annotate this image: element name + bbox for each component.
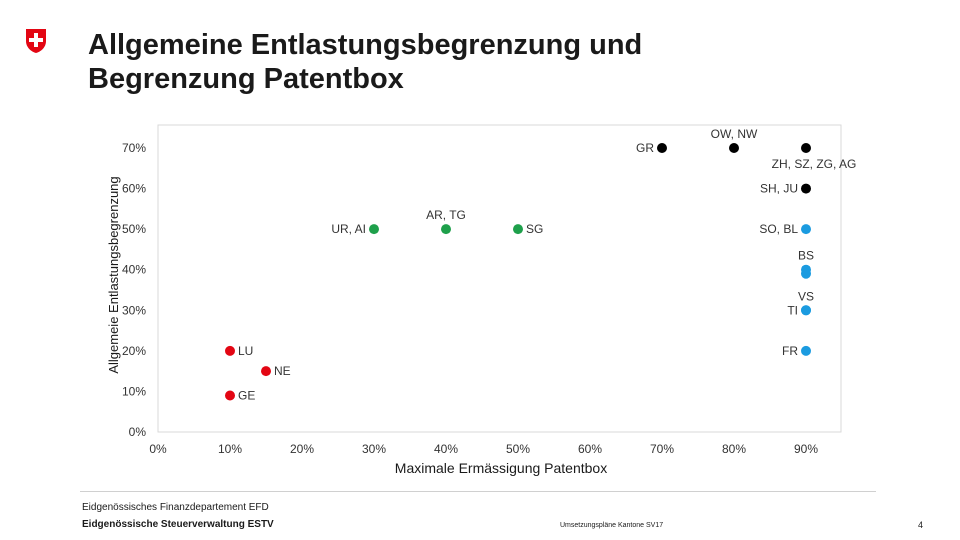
x-tick-label: 80% — [722, 442, 746, 456]
data-point — [225, 345, 235, 356]
y-tick-label: 40% — [122, 263, 146, 277]
y-tick-label: 50% — [122, 222, 146, 236]
data-point-label: ZH, SZ, ZG, AG — [772, 157, 857, 171]
x-tick-label: 0% — [149, 442, 167, 456]
x-tick-label: 30% — [362, 442, 386, 456]
x-tick-label: 20% — [290, 442, 314, 456]
data-point — [657, 143, 667, 153]
data-point — [801, 268, 811, 279]
data-point — [801, 345, 811, 356]
data-point-label: VS — [798, 289, 814, 303]
page-number: 4 — [918, 520, 924, 530]
y-axis: 0% 10% 20% 30% 40% 50% 60% 70% — [122, 141, 146, 439]
x-tick-label: 50% — [506, 442, 530, 456]
y-tick-label: 20% — [122, 344, 146, 358]
data-point — [801, 143, 811, 153]
x-tick-label: 40% — [434, 442, 458, 456]
page-title-line-1: Allgemeine Entlastungsbegrenzung und — [88, 29, 643, 61]
data-point — [441, 224, 451, 235]
y-tick-label: 0% — [129, 425, 147, 439]
data-point-label: AR, TG — [426, 208, 466, 222]
page-title: Allgemeine Entlastungsbegrenzung und Beg… — [88, 28, 788, 96]
data-point-label: GR — [636, 141, 654, 155]
data-point-label: TI — [787, 303, 798, 317]
data-point — [801, 183, 811, 194]
data-point-label: BS — [798, 249, 814, 263]
y-tick-label: 60% — [122, 182, 146, 196]
data-point-label: FR — [782, 344, 798, 358]
data-point — [369, 224, 379, 235]
data-point — [801, 305, 811, 316]
data-point-label: NE — [274, 364, 291, 378]
data-point — [225, 390, 235, 401]
footer-department: Eidgenössisches Finanzdepartement EFD — [82, 502, 269, 513]
data-point — [729, 143, 739, 153]
x-tick-label: 10% — [218, 442, 242, 456]
data-point-label: OW, NW — [711, 127, 758, 141]
x-axis-label: Maximale Ermässigung Patentbox — [395, 460, 607, 476]
data-point-label: SG — [526, 222, 543, 236]
y-tick-label: 10% — [122, 384, 146, 398]
page-title-line-2: Begrenzung Patentbox — [88, 63, 404, 95]
data-point-label: SH, JU — [760, 182, 798, 196]
x-axis: 0% 10% 20% 30% 40% 50% 60% 70% 80% 90% — [149, 442, 818, 456]
x-tick-label: 90% — [794, 442, 818, 456]
swiss-cross-icon — [26, 29, 46, 53]
x-tick-label: 70% — [650, 442, 674, 456]
data-point-label: UR, AI — [331, 222, 366, 236]
data-point-label: LU — [238, 344, 253, 358]
plot-area — [157, 124, 842, 433]
data-point-label: SO, BL — [759, 222, 798, 236]
y-axis-label: Allgemeie Entlastungsbegrenzung — [106, 176, 121, 373]
data-point — [801, 224, 811, 235]
data-points: GR OW, NW ZH, SZ, ZG, AG SH, JU UR, AI AR, TG… — [225, 127, 856, 402]
footer-organization: Eidgenössische Steuerverwaltung ESTV — [82, 519, 274, 530]
data-point-label: GE — [238, 388, 255, 402]
x-tick-label: 60% — [578, 442, 602, 456]
data-point — [513, 224, 523, 235]
footer-document-title: Umsetzungspläne Kantone SV17 — [560, 522, 664, 529]
y-tick-label: 70% — [122, 141, 146, 155]
data-point — [261, 366, 271, 377]
footer-divider — [80, 491, 876, 492]
y-tick-label: 30% — [122, 303, 146, 317]
